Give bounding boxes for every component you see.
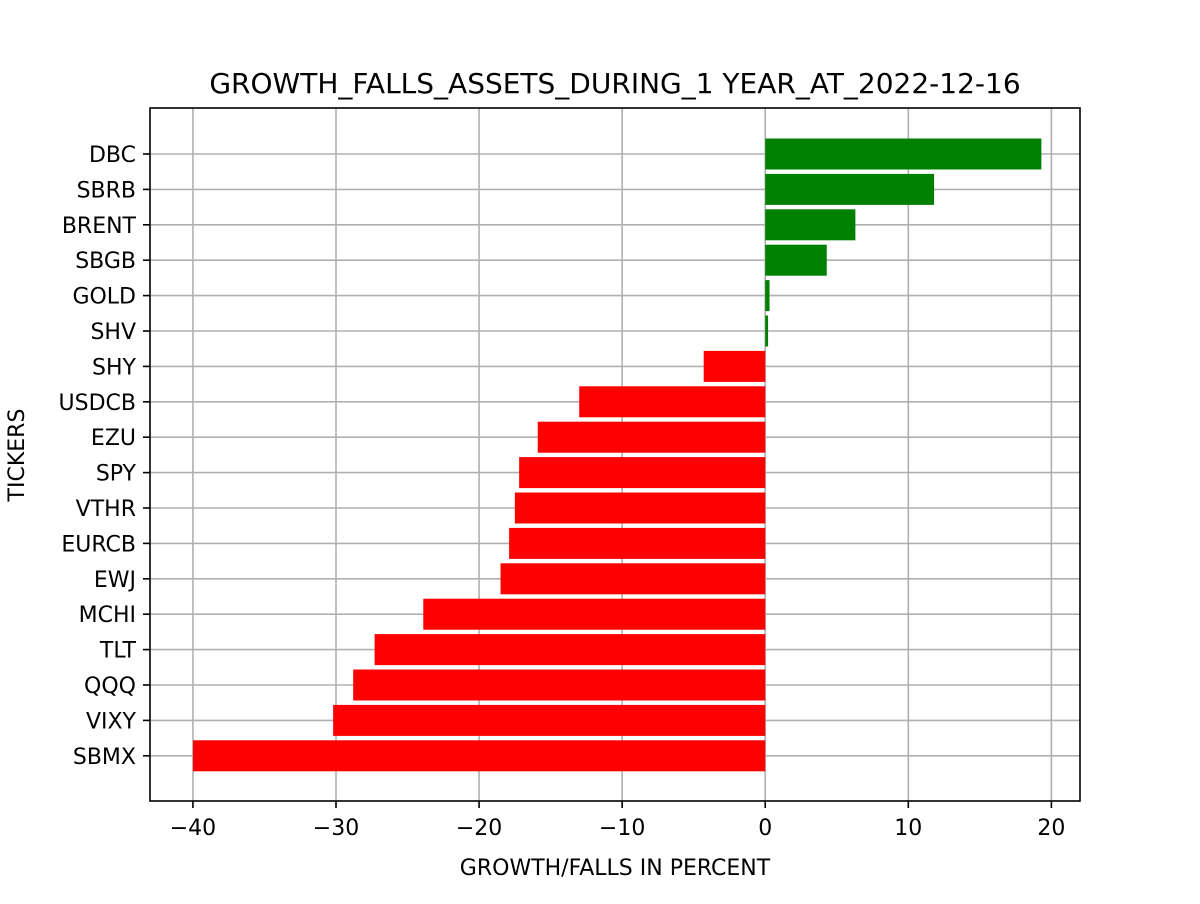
y-tick-label: VIXY <box>86 709 137 734</box>
x-tick-label: 20 <box>1037 816 1065 841</box>
y-tick-label: SHY <box>92 355 137 380</box>
bar-vthr <box>514 492 766 524</box>
y-tick-label: SBMX <box>73 745 136 770</box>
bar-sbrb <box>765 173 935 205</box>
plot-frame <box>149 107 1081 802</box>
y-tick-label: USDCB <box>59 391 136 416</box>
bar-layer <box>192 138 1042 772</box>
bar-ewj <box>500 563 766 595</box>
bar-qqq <box>353 669 766 701</box>
bar-dbc <box>765 138 1042 170</box>
x-axis-label: GROWTH/FALLS IN PERCENT <box>460 856 771 881</box>
x-tick-label: −40 <box>170 816 216 841</box>
y-tick-label: MCHI <box>79 603 136 628</box>
bar-brent <box>765 209 856 241</box>
y-tick-label: SHV <box>90 320 136 345</box>
y-tick-label: SPY <box>96 462 137 487</box>
x-tick-label: −10 <box>599 816 645 841</box>
y-tick-label: GOLD <box>72 285 136 310</box>
chart-title: GROWTH_FALLS_ASSETS_DURING_1 YEAR_AT_202… <box>209 67 1020 100</box>
y-tick-label: TLT <box>99 639 137 664</box>
y-tick-label: QQQ <box>84 674 136 699</box>
x-tick-label: −20 <box>456 816 502 841</box>
y-tick-label: EURCB <box>61 532 136 557</box>
y-tick-label: SBRB <box>77 178 136 203</box>
y-tick-label: DBC <box>89 143 136 168</box>
bar-gold <box>765 280 770 312</box>
bar-eurcb <box>509 527 766 559</box>
y-tick-label: EZU <box>91 426 136 451</box>
bar-spy <box>519 457 766 489</box>
y-axis-label: TICKERS <box>5 409 30 503</box>
bar-tlt <box>374 634 766 666</box>
bar-shv <box>765 315 769 347</box>
y-tick-label: SBGB <box>75 249 136 274</box>
bar-shy <box>703 350 766 382</box>
bar-mchi <box>423 598 766 630</box>
bar-sbmx <box>192 740 766 772</box>
bar-ezu <box>537 421 766 453</box>
y-tick-label: BRENT <box>62 214 137 239</box>
bar-vixy <box>333 704 766 736</box>
tick-layer: −40 −30 −20 −10 0 10 20 DBC SBRB BRENT SBGB GOLD SHV… <box>59 143 1066 841</box>
x-tick-label: −30 <box>313 816 359 841</box>
x-tick-label: 0 <box>758 816 772 841</box>
x-tick-label: 10 <box>894 816 922 841</box>
y-tick-label: VTHR <box>76 497 136 522</box>
y-tick-label: EWJ <box>94 568 136 593</box>
bar-usdcb <box>579 386 766 418</box>
bar-sbgb <box>765 244 827 276</box>
